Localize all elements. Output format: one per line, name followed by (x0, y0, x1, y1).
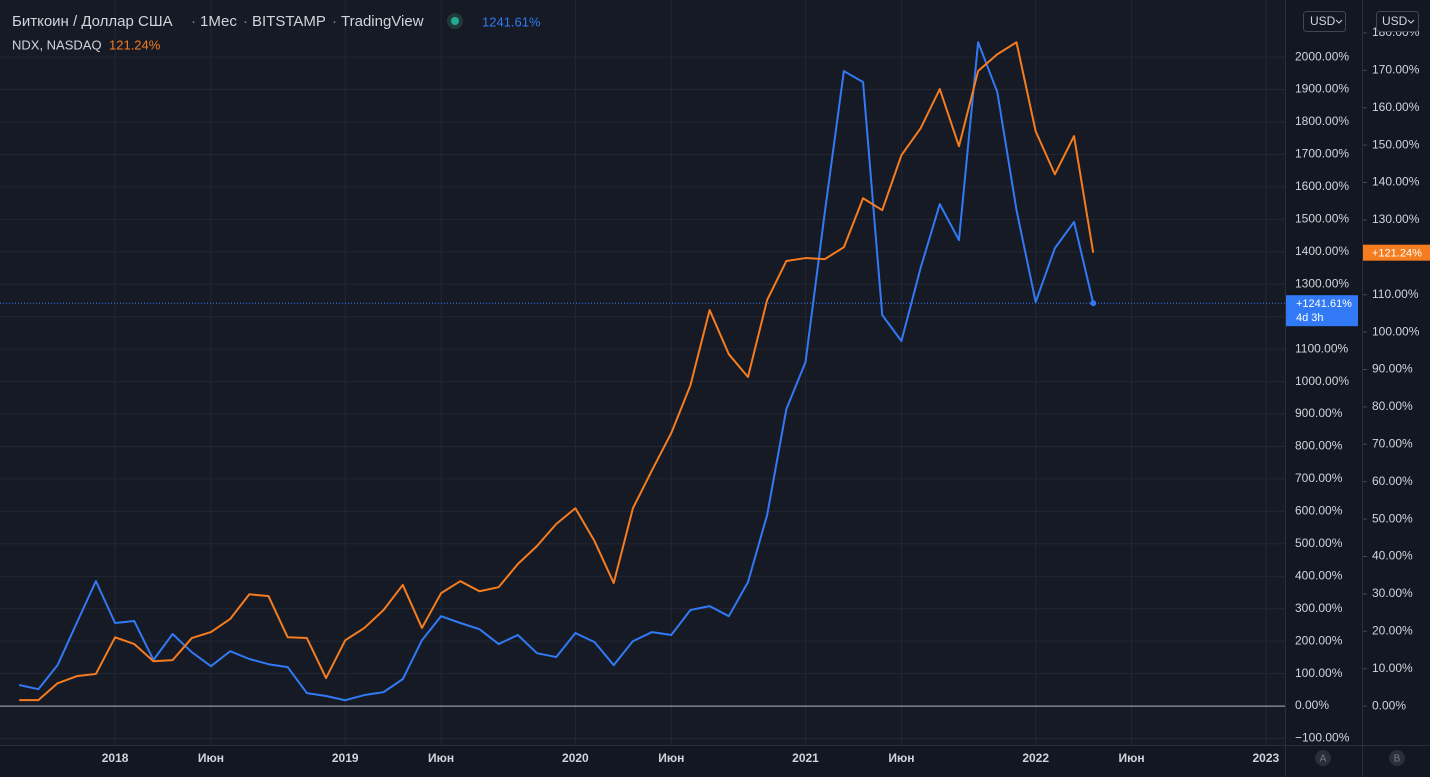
axis-button-label[interactable]: A (1320, 754, 1327, 765)
y-tick-label: 1300.00% (1295, 276, 1349, 290)
y2-tick-label: 40.00% (1372, 549, 1413, 563)
currency-label[interactable]: USD (1310, 14, 1336, 28)
price-tag-label: +121.24% (1372, 248, 1422, 260)
x-tick-label: 2019 (332, 751, 359, 765)
legend-name: NDX, NASDAQ (12, 37, 102, 52)
y2-tick-label: 170.00% (1372, 62, 1420, 76)
price-tag (1286, 295, 1358, 327)
y-tick-label: 800.00% (1295, 439, 1343, 453)
series-layer (0, 41, 1285, 702)
y2-tick-label: 70.00% (1372, 436, 1413, 450)
x-tick-label: 2023 (1252, 751, 1279, 765)
grid (0, 0, 1285, 745)
y2-tick-label: 160.00% (1372, 100, 1420, 114)
x-tick-label: 2020 (562, 751, 589, 765)
y-tick-label: 1700.00% (1295, 147, 1349, 161)
y-tick-label: 300.00% (1295, 601, 1343, 615)
price-tag (1363, 244, 1430, 261)
chevron (1407, 19, 1415, 24)
x-tick-label: 2021 (792, 751, 819, 765)
y2-tick-label: 100.00% (1372, 324, 1420, 338)
y2-tick-label: 90.00% (1372, 362, 1413, 376)
chart-title: Биткоин / Доллар США (12, 13, 173, 30)
legend-value: 121.24% (109, 37, 161, 52)
countdown: 4d 3h (1296, 312, 1324, 324)
y-tick-label: 100.00% (1295, 666, 1343, 680)
x-tick-label: Июн (658, 751, 684, 765)
series-line (18, 41, 1095, 702)
x-tick-label: 2022 (1022, 751, 1049, 765)
y2-tick-label: 10.00% (1372, 661, 1413, 675)
plot-area (0, 0, 1285, 745)
currency-button[interactable] (1303, 11, 1346, 32)
last-point (1090, 300, 1097, 307)
y-tick-label: 1900.00% (1295, 82, 1349, 96)
x-tick-label: Июн (888, 751, 914, 765)
y-tick-label: 600.00% (1295, 504, 1343, 518)
y2-tick-label: 150.00% (1372, 137, 1420, 151)
y2-tick-label: 0.00% (1372, 698, 1406, 712)
interval: 1Мес (200, 13, 237, 30)
y-tick-label: 400.00% (1295, 568, 1343, 582)
y2-tick-label: 80.00% (1372, 399, 1413, 413)
x-tick-label: 2018 (102, 751, 129, 765)
separator: · (243, 13, 248, 30)
y-tick-label: 1400.00% (1295, 244, 1349, 258)
x-tick-label: Июн (198, 751, 224, 765)
y-tick-label: 1600.00% (1295, 179, 1349, 193)
y2-tick-label: 60.00% (1372, 474, 1413, 488)
y2-tick-label: 20.00% (1372, 623, 1413, 637)
separator: · (191, 13, 196, 30)
axis-button[interactable] (1389, 750, 1405, 766)
currency-button[interactable] (1376, 11, 1419, 32)
x-tick-label: Июн (1119, 751, 1145, 765)
y-tick-label: 1500.00% (1295, 212, 1349, 226)
y-tick-label: 0.00% (1295, 698, 1329, 712)
x-tick-label: Июн (428, 751, 454, 765)
currency-label[interactable]: USD (1382, 14, 1408, 28)
axis-button[interactable] (1315, 750, 1331, 766)
y-tick-label: 2000.00% (1295, 49, 1349, 63)
separator: · (332, 13, 337, 30)
legend-value: 1241.61% (482, 14, 541, 29)
y-tick-label: 700.00% (1295, 471, 1343, 485)
y-tick-label: 500.00% (1295, 536, 1343, 550)
y2-tick-label: 30.00% (1372, 586, 1413, 600)
chevron (1335, 19, 1343, 24)
y2-tick-label: 50.00% (1372, 511, 1413, 525)
exchange: BITSTAMP (252, 13, 326, 30)
price-tag-label: +1241.61% (1296, 298, 1352, 310)
y-tick-label: 1800.00% (1295, 114, 1349, 128)
y-tick-label: 900.00% (1295, 406, 1343, 420)
y-tick-label: 200.00% (1295, 633, 1343, 647)
y2-tick-label: 130.00% (1372, 212, 1420, 226)
status-dot (451, 17, 459, 25)
source: TradingView (341, 13, 424, 30)
axis-button-label[interactable]: B (1394, 754, 1401, 765)
y-tick-label: −100.00% (1295, 731, 1350, 745)
price-tags: +1241.61% 4d 3h +121.24% (1286, 244, 1430, 327)
series-line (19, 41, 1095, 702)
y-tick-label: 1100.00% (1295, 341, 1348, 355)
y2-tick-label: 140.00% (1372, 175, 1420, 189)
y2-tick-label: 110.00% (1372, 287, 1419, 301)
y-tick-label: 1000.00% (1295, 374, 1349, 388)
